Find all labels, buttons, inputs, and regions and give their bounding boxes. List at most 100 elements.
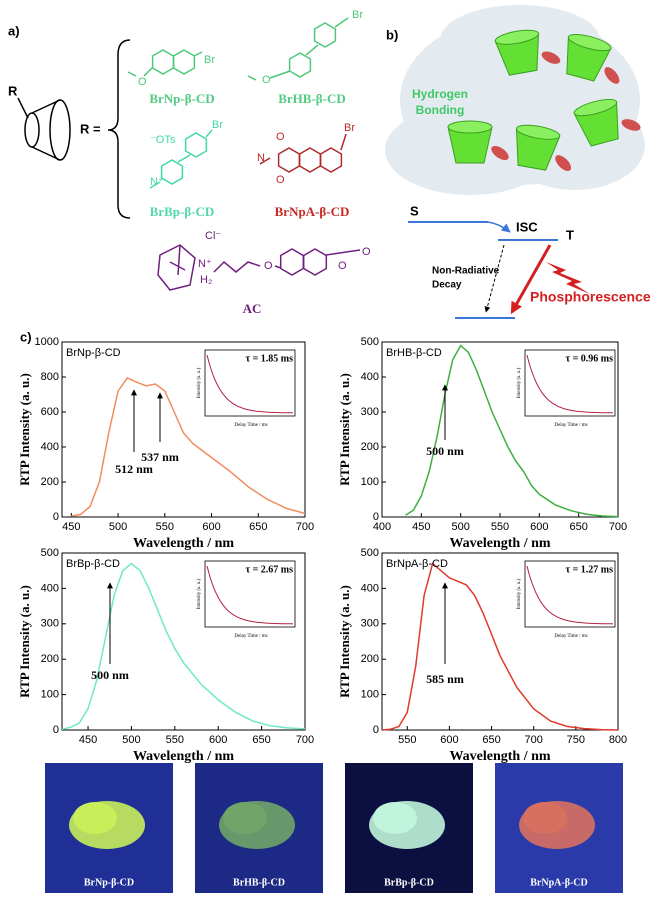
cup — [17, 97, 71, 161]
x-tick-label: 600 — [440, 734, 458, 746]
x-tick-label: 550 — [398, 734, 416, 746]
bond — [334, 17, 349, 28]
ring — [288, 52, 312, 78]
chart: 0 100 200 300 400 500 400 450 500 550 600 650 700 Wav… — [337, 336, 627, 551]
line — [61, 562, 306, 731]
inset-decay — [206, 354, 294, 414]
y-tick-label: 400 — [41, 582, 59, 594]
chart: 0 200 400 600 800 1000 450 500 550 600 650 700 Wavel… — [17, 336, 314, 551]
photo-caption: BrNp-β-CD — [84, 877, 134, 888]
inset-tau: τ = 2.67 ms — [245, 564, 293, 575]
atom: O — [138, 76, 147, 88]
cage — [157, 244, 196, 291]
ring — [184, 132, 208, 158]
y-axis-title: RTP Intensity (a. u.) — [337, 373, 352, 486]
powder — [373, 802, 417, 834]
phos-label: Phosphorescence — [530, 289, 651, 305]
series-label: BrNpA-β-CD — [386, 558, 448, 570]
hb-label: Bonding — [416, 103, 465, 117]
cup-rim — [515, 124, 561, 140]
powder — [223, 802, 267, 834]
isc-arrow — [487, 221, 511, 233]
inset-decay — [526, 354, 614, 414]
line — [71, 376, 306, 517]
ring — [313, 22, 337, 48]
x-tick-label: 450 — [79, 734, 97, 746]
inset-xlabel: Delay Time / ms — [234, 634, 267, 639]
y-tick-label: 400 — [41, 441, 59, 453]
y-tick-label: 600 — [41, 406, 59, 418]
y-tick-label: 0 — [373, 724, 379, 736]
inset-tau: τ = 1.27 ms — [565, 564, 613, 575]
x-axis-title: Wavelength / nm — [133, 749, 234, 764]
atom: O — [338, 260, 347, 272]
inset-decay — [206, 565, 294, 625]
cup-rim — [567, 33, 612, 52]
t-label: T — [566, 227, 574, 242]
r-label: R — [8, 83, 18, 98]
x-tick-label: 700 — [525, 734, 543, 746]
cup — [573, 98, 641, 147]
annotation: 537 nm — [141, 450, 179, 464]
x-axis-title: Wavelength / nm — [449, 749, 550, 764]
series-label: BrHB-β-CD — [386, 347, 442, 359]
guest-name: AC — [243, 301, 262, 316]
panel-b: b) Hydrogen Bonding S ISC T Non-Radiativ… — [385, 5, 651, 319]
x-tick-label: 450 — [412, 521, 430, 533]
powder — [73, 802, 117, 834]
ring — [319, 147, 343, 173]
x-tick-label: 650 — [252, 734, 270, 746]
line — [381, 562, 619, 731]
atom: N⁺ — [198, 258, 212, 270]
y-tick-label: 200 — [361, 653, 379, 665]
hb-label: Hydrogen — [412, 87, 468, 101]
inset-frame — [204, 560, 296, 628]
atom: H₂ — [200, 274, 212, 286]
series-label: BrBp-β-CD — [66, 558, 120, 570]
bond — [305, 44, 319, 56]
cup-rim — [573, 98, 618, 117]
inset-tau: τ = 1.85 ms — [245, 353, 293, 364]
bond — [340, 133, 347, 151]
compound-name: BrHB-β-CD — [278, 91, 346, 106]
guest — [621, 119, 641, 131]
inset-frame — [204, 349, 296, 417]
inset-decay — [526, 565, 614, 625]
x-tick-label: 550 — [156, 521, 174, 533]
photo-caption: BrHB-β-CD — [233, 877, 285, 888]
chart: 0 100 200 300 400 500 450 500 550 600 650 700 Wavele… — [17, 547, 314, 764]
brace — [107, 39, 131, 219]
atom: Br — [344, 122, 355, 134]
isc-label: ISC — [516, 219, 538, 234]
s-label: S — [410, 203, 419, 218]
series-label: BrNp-β-CD — [66, 347, 121, 359]
panel-a: a) R R = Br O Br O ⁻OTs Br N⁺ O N O Br B… — [8, 9, 371, 316]
inset-ylabel: Intensity (a. u.) — [197, 578, 202, 609]
y-tick-label: 500 — [361, 547, 379, 559]
y-tick-label: 100 — [41, 689, 59, 701]
atom: O — [276, 174, 285, 186]
y-tick-label: 0 — [373, 511, 379, 523]
x-tick-label: 550 — [491, 521, 509, 533]
atom: Br — [204, 54, 215, 66]
y-tick-label: 200 — [41, 653, 59, 665]
chain — [213, 260, 261, 273]
y-tick-label: 300 — [361, 618, 379, 630]
atom: ⁻OTs — [150, 134, 176, 146]
atom: Br — [352, 9, 363, 21]
inset-tau: τ = 0.96 ms — [565, 353, 613, 364]
y-axis-title: RTP Intensity (a. u.) — [17, 585, 32, 698]
x-tick-label: 400 — [373, 521, 391, 533]
x-tick-label: 500 — [451, 521, 469, 533]
x-tick-label: 700 — [296, 521, 314, 533]
photo-caption: BrNpA-β-CD — [530, 877, 588, 888]
y-tick-label: 1000 — [35, 336, 59, 348]
inset-frame — [524, 349, 616, 417]
compound-name: BrNp-β-CD — [149, 91, 214, 106]
atom: N⁺ — [150, 176, 164, 188]
atom: Br — [212, 119, 223, 131]
y-tick-label: 200 — [361, 441, 379, 453]
compound-name: BrNpA-β-CD — [275, 204, 350, 219]
